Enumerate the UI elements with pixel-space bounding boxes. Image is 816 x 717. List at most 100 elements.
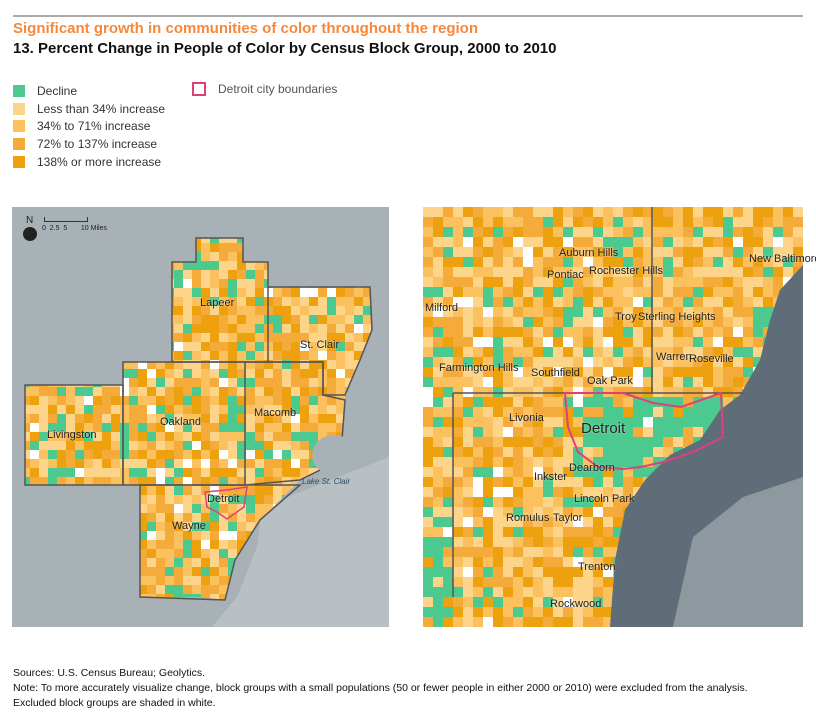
block-group-cell <box>713 247 723 257</box>
block-group-cell <box>733 207 743 217</box>
block-group-cell <box>723 377 733 387</box>
block-group-cell <box>743 257 753 267</box>
block-group-cell <box>165 423 174 432</box>
block-group-cell <box>273 315 282 324</box>
block-group-cell <box>264 369 273 378</box>
block-group-cell <box>543 297 553 307</box>
block-group-cell <box>183 531 192 540</box>
block-group-cell <box>210 315 219 324</box>
block-group-cell <box>66 477 75 486</box>
block-group-cell <box>129 414 138 423</box>
label-livonia: Livonia <box>509 412 544 424</box>
block-group-cell <box>48 387 57 396</box>
block-group-cell <box>463 227 473 237</box>
block-group-cell <box>183 594 192 600</box>
block-group-cell <box>673 267 683 277</box>
label-new-baltimore: New Baltimore <box>749 253 816 265</box>
block-group-cell <box>533 207 543 217</box>
block-group-cell <box>423 387 433 397</box>
swatch <box>192 82 206 96</box>
block-group-cell <box>663 327 673 337</box>
block-group-cell <box>318 396 327 405</box>
block-group-cell <box>309 396 318 405</box>
block-group-cell <box>201 279 210 288</box>
block-group-cell <box>483 237 493 247</box>
block-group-cell <box>192 387 201 396</box>
block-group-cell <box>583 377 593 387</box>
block-group-cell <box>473 307 483 317</box>
block-group-cell <box>543 287 553 297</box>
block-group-cell <box>264 405 273 414</box>
block-group-cell <box>673 417 683 427</box>
block-group-cell <box>433 617 443 627</box>
block-group-cell <box>573 617 583 627</box>
block-group-cell <box>174 360 183 369</box>
block-group-cell <box>48 423 57 432</box>
block-group-cell <box>66 459 75 468</box>
block-group-cell <box>593 407 603 417</box>
block-group-cell <box>683 387 693 397</box>
block-group-cell <box>763 207 773 217</box>
block-group-cell <box>613 277 623 287</box>
block-group-cell <box>483 507 493 517</box>
block-group-cell <box>763 247 773 257</box>
block-group-cell <box>210 540 219 549</box>
block-group-cell <box>623 287 633 297</box>
block-group-cell <box>593 357 603 367</box>
block-group-cell <box>443 337 453 347</box>
canada-land <box>212 457 389 627</box>
block-group-cell <box>433 367 443 377</box>
block-group-cell <box>210 513 219 522</box>
block-group-cell <box>743 217 753 227</box>
block-group-cell <box>603 257 613 267</box>
block-group-cell <box>593 337 603 347</box>
block-group-cell <box>84 387 93 396</box>
block-group-cell <box>237 261 246 270</box>
block-group-cell <box>543 517 553 527</box>
block-group-cell <box>201 423 210 432</box>
block-group-cell <box>513 447 523 457</box>
block-group-cell <box>633 237 643 247</box>
block-group-cell <box>663 357 673 367</box>
block-group-cell <box>138 450 147 459</box>
block-group-cell <box>138 477 147 486</box>
block-group-cell <box>228 522 237 531</box>
block-group-cell <box>673 407 683 417</box>
block-group-cell <box>523 227 533 237</box>
block-group-cell <box>513 507 523 517</box>
block-group-cell <box>192 594 201 600</box>
block-group-cell <box>743 357 753 367</box>
block-group-cell <box>563 377 573 387</box>
block-group-cell <box>723 297 733 307</box>
label-milford: Milford <box>425 302 459 314</box>
block-group-cell <box>453 257 463 267</box>
block-group-cell <box>165 504 174 513</box>
label-inkster: Inkster <box>534 471 568 483</box>
block-group-cell <box>433 397 443 407</box>
block-group-cell <box>192 558 201 567</box>
block-group-cell <box>25 396 30 405</box>
block-group-cell <box>219 441 228 450</box>
block-group-cell <box>493 487 503 497</box>
block-group-cell <box>219 333 228 342</box>
block-group-cell <box>553 417 563 427</box>
block-group-cell <box>663 267 673 277</box>
block-group-cell <box>533 417 543 427</box>
block-group-cell <box>433 497 443 507</box>
block-group-cell <box>174 531 183 540</box>
block-group-cell <box>282 468 291 477</box>
block-group-cell <box>473 347 483 357</box>
block-group-cell <box>129 468 138 477</box>
block-group-cell <box>201 360 210 369</box>
block-group-cell <box>453 317 463 327</box>
legend-item-decline: Decline <box>13 82 165 100</box>
block-group-cell <box>201 558 210 567</box>
block-group-cell <box>219 396 228 405</box>
block-group-cell <box>473 267 483 277</box>
block-group-cell <box>753 287 763 297</box>
block-group-cell <box>593 537 603 547</box>
block-group-cell <box>246 261 255 270</box>
block-group-cell <box>613 427 623 437</box>
block-group-cell <box>423 577 433 587</box>
block-group-cell <box>433 247 443 257</box>
